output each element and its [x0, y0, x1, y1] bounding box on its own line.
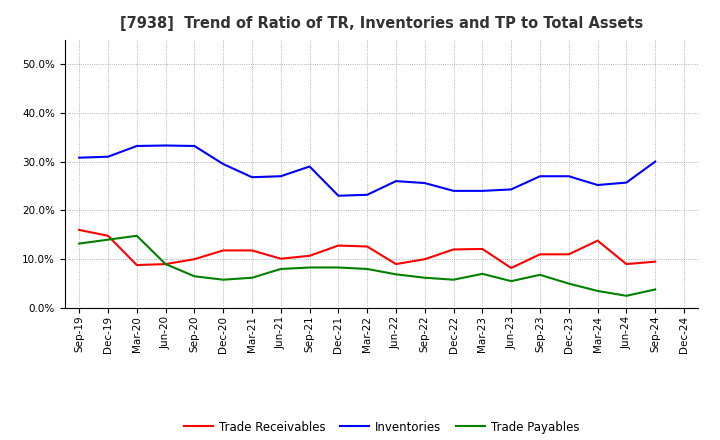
Inventories: [75, 155, 84, 160]
Trade Payables: [190, 274, 199, 279]
Trade Payables: [248, 275, 256, 280]
Trade Receivables: [305, 253, 314, 258]
Line: Inventories: Inventories: [79, 146, 655, 196]
Trade Receivables: [392, 261, 400, 267]
Inventories: [190, 143, 199, 149]
Trade Receivables: [219, 248, 228, 253]
Title: [7938]  Trend of Ratio of TR, Inventories and TP to Total Assets: [7938] Trend of Ratio of TR, Inventories…: [120, 16, 643, 32]
Trade Receivables: [276, 256, 285, 261]
Trade Receivables: [363, 244, 372, 249]
Trade Receivables: [651, 259, 660, 264]
Trade Receivables: [334, 243, 343, 248]
Trade Receivables: [104, 233, 112, 238]
Inventories: [334, 193, 343, 198]
Inventories: [622, 180, 631, 185]
Trade Payables: [392, 271, 400, 277]
Trade Payables: [478, 271, 487, 276]
Trade Receivables: [449, 247, 458, 252]
Legend: Trade Receivables, Inventories, Trade Payables: Trade Receivables, Inventories, Trade Pa…: [179, 416, 585, 438]
Inventories: [507, 187, 516, 192]
Trade Payables: [104, 237, 112, 242]
Trade Payables: [363, 266, 372, 271]
Trade Payables: [564, 281, 573, 286]
Inventories: [651, 159, 660, 164]
Trade Payables: [507, 279, 516, 284]
Inventories: [161, 143, 170, 148]
Trade Payables: [536, 272, 544, 278]
Trade Payables: [593, 288, 602, 293]
Inventories: [449, 188, 458, 194]
Inventories: [536, 174, 544, 179]
Trade Receivables: [507, 265, 516, 271]
Trade Payables: [420, 275, 429, 280]
Trade Receivables: [536, 252, 544, 257]
Inventories: [420, 180, 429, 186]
Inventories: [276, 174, 285, 179]
Inventories: [104, 154, 112, 159]
Trade Payables: [651, 287, 660, 292]
Trade Payables: [276, 266, 285, 271]
Trade Payables: [161, 261, 170, 267]
Trade Payables: [132, 233, 141, 238]
Inventories: [248, 175, 256, 180]
Trade Receivables: [478, 246, 487, 252]
Trade Receivables: [190, 257, 199, 262]
Trade Receivables: [132, 262, 141, 268]
Inventories: [564, 174, 573, 179]
Trade Receivables: [161, 261, 170, 267]
Line: Trade Payables: Trade Payables: [79, 236, 655, 296]
Trade Receivables: [593, 238, 602, 243]
Inventories: [363, 192, 372, 198]
Trade Payables: [449, 277, 458, 282]
Trade Payables: [305, 265, 314, 270]
Trade Receivables: [248, 248, 256, 253]
Trade Receivables: [564, 252, 573, 257]
Inventories: [305, 164, 314, 169]
Trade Receivables: [622, 261, 631, 267]
Inventories: [392, 179, 400, 184]
Trade Receivables: [420, 257, 429, 262]
Trade Payables: [334, 265, 343, 270]
Trade Payables: [75, 241, 84, 246]
Trade Payables: [219, 277, 228, 282]
Inventories: [219, 161, 228, 167]
Inventories: [593, 183, 602, 188]
Trade Payables: [622, 293, 631, 298]
Inventories: [478, 188, 487, 194]
Trade Receivables: [75, 227, 84, 233]
Inventories: [132, 143, 141, 149]
Line: Trade Receivables: Trade Receivables: [79, 230, 655, 268]
